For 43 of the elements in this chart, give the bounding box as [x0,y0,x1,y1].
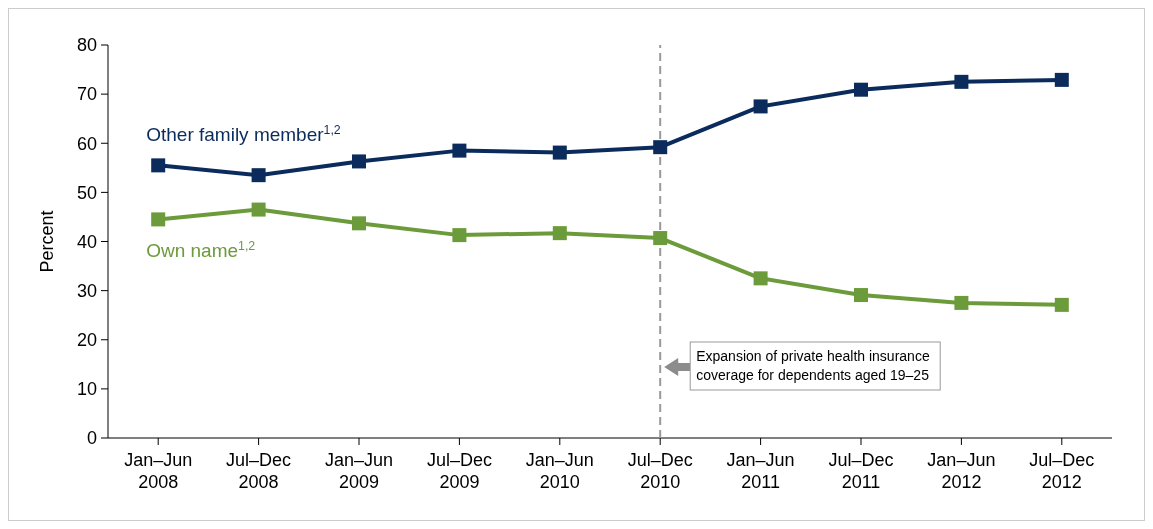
y-tick-label: 30 [76,280,97,301]
point [452,143,467,158]
point [753,271,768,286]
y-tick-label: 50 [76,182,97,203]
x-tick-label: Jan–Jun 2012 [927,450,996,492]
point [854,82,868,97]
y-tick-label: 80 [76,35,97,56]
y-tick-label: 40 [76,231,97,252]
x-tick-label: Jan–Jun 2008 [124,450,193,492]
series-label: Other family member$^{1,2}$ [146,123,341,146]
x-tick-label: Jul–Dec 2009 [426,450,492,492]
x-tick-label: Jan–Jun 2009 [324,450,394,492]
x-tick-label: Jan–Jun 2010 [525,450,594,492]
x-tick-label: Jul–Dec 2012 [1029,450,1095,492]
point [552,226,567,241]
point [954,74,969,89]
y-tick-label: 10 [76,379,97,400]
point [352,216,366,231]
y-tick-label: 0 [86,428,97,449]
point [954,295,969,310]
x-tick-label: Jul–Dec 2008 [226,450,292,492]
y-tick-label: 60 [76,133,97,154]
y-tick-label: 70 [76,84,97,105]
point [1054,297,1069,312]
point [251,168,266,183]
ref-line-label: Expansion of private health insurance coverage for dependents aged 19–25 [696,348,930,383]
x-tick-label: Jan–Jun 2011 [726,450,795,492]
point [352,154,366,169]
point [653,140,668,155]
y-axis-title: Percent [37,210,57,273]
point [452,228,467,243]
point [151,158,166,173]
y-tick-label: 20 [76,330,97,351]
point [151,212,166,227]
point [854,288,868,303]
point [1054,72,1069,87]
point [653,231,668,246]
series-label: Own name$^{1,2}$ [146,239,256,262]
point [552,145,567,160]
x-tick-label: Jul–Dec 2011 [828,450,894,492]
point [753,99,768,114]
x-tick-label: Jul–Dec 2010 [627,450,693,492]
point [251,202,266,217]
